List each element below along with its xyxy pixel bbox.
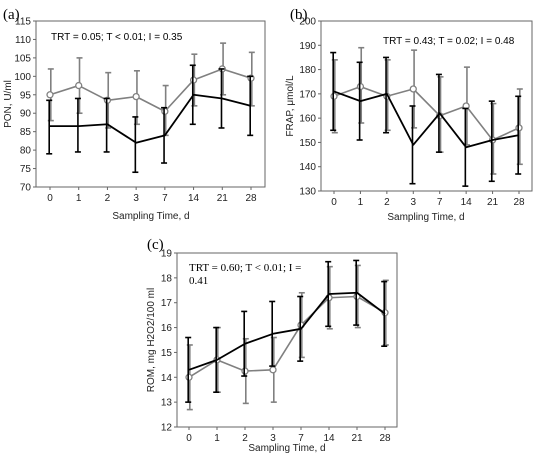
y-tick-label: 70 — [20, 183, 32, 194]
series-2 — [185, 259, 388, 403]
x-axis-label: Sampling Time, d — [112, 211, 189, 222]
data-point — [132, 92, 140, 101]
x-tick-label: 0 — [186, 433, 192, 444]
x-ticks: 0 1 2 3 7 14 21 28 — [47, 187, 257, 204]
x-tick-label: 7 — [437, 197, 443, 208]
series-line — [333, 90, 520, 149]
series-1 — [46, 42, 255, 137]
x-tick-label: 2 — [242, 433, 248, 444]
y-tick-label: 19 — [161, 249, 173, 260]
panel-a: (a) TRT = 0.05; T < 0.01; I = 0.35 PON, … — [3, 7, 266, 222]
y-tick-label: 190 — [299, 41, 316, 52]
y-tick-label: 130 — [299, 187, 316, 198]
data-point — [409, 85, 417, 93]
series-2 — [46, 64, 254, 174]
x-tick-label: 1 — [76, 193, 82, 204]
x-tick-label: 3 — [411, 197, 417, 208]
y-axis-label: PON, U/ml — [3, 80, 14, 128]
y-tick-label: 150 — [299, 138, 316, 149]
x-tick-label: 28 — [245, 193, 257, 204]
y-tick-label: 170 — [299, 89, 316, 100]
x-tick-label: 14 — [323, 433, 335, 444]
y-tick-label: 90 — [20, 109, 32, 120]
y-tick-label: 85 — [20, 127, 32, 138]
x-axis-label: Sampling Time, d — [387, 212, 464, 223]
data-point — [46, 91, 54, 99]
stats-annotation: TRT = 0.43; T = 0.02; I = 0.48 — [383, 36, 515, 47]
y-tick-label: 160 — [299, 114, 316, 125]
x-tick-label: 21 — [487, 197, 499, 208]
x-tick-label: 2 — [105, 193, 111, 204]
y-ticks: 12 13 14 15 16 17 18 19 — [161, 249, 177, 434]
stats-annotation: TRT = 0.05; T < 0.01; I = 0.35 — [51, 32, 183, 43]
plot-frame — [176, 252, 398, 428]
data-series — [185, 259, 389, 411]
x-axis-label: Sampling Time, d — [248, 443, 325, 454]
x-tick-label: 0 — [47, 193, 53, 204]
x-tick-label: 1 — [358, 197, 364, 208]
panel-b: (b) TRT = 0.43; T = 0.02; I = 0.48 FRAP,… — [285, 7, 533, 223]
series-line — [333, 85, 520, 141]
data-series — [46, 42, 255, 174]
y-tick-label: 15 — [161, 348, 173, 359]
panel-letter: (b) — [290, 7, 308, 23]
x-tick-label: 0 — [331, 197, 337, 208]
x-tick-label: 21 — [351, 433, 363, 444]
x-tick-label: 2 — [384, 197, 390, 208]
stats-annotation-cont: 0.41 — [189, 275, 208, 287]
y-ticks: 130 140 150 160 170 180 190 200 — [299, 17, 321, 198]
y-axis-label: FRAP, μmol/L — [285, 75, 296, 137]
y-tick-label: 200 — [299, 17, 316, 28]
data-point — [269, 366, 277, 374]
stats-annotation: TRT = 0.60; T < 0.01; I = — [189, 262, 301, 274]
series-line — [49, 68, 252, 113]
panel-c: (c) TRT = 0.60; T < 0.01; I = 0.41 ROM, … — [146, 237, 398, 454]
x-tick-label: 21 — [217, 193, 229, 204]
y-tick-label: 75 — [20, 164, 32, 175]
y-tick-label: 115 — [15, 17, 31, 28]
y-tick-label: 18 — [161, 273, 173, 284]
y-tick-label: 180 — [299, 65, 316, 76]
x-tick-label: 14 — [461, 197, 473, 208]
y-ticks: 70 75 80 85 90 95 100 105 110 115 — [14, 17, 36, 194]
y-tick-label: 16 — [161, 323, 173, 334]
panel-letter: (a) — [3, 7, 20, 23]
x-ticks: 0 1 2 3 7 14 21 28 — [186, 427, 391, 444]
y-tick-label: 17 — [161, 298, 173, 309]
x-tick-label: 1 — [214, 433, 220, 444]
series-line — [188, 295, 386, 378]
x-tick-label: 7 — [298, 433, 304, 444]
series-line — [188, 291, 386, 371]
x-tick-label: 3 — [133, 193, 139, 204]
y-tick-label: 12 — [161, 423, 173, 434]
x-tick-label: 3 — [270, 433, 276, 444]
y-tick-label: 13 — [161, 398, 173, 409]
x-tick-label: 14 — [188, 193, 200, 204]
x-tick-label: 28 — [513, 197, 525, 208]
y-tick-label: 140 — [299, 162, 316, 173]
y-tick-label: 95 — [20, 90, 32, 101]
x-tick-label: 7 — [162, 193, 168, 204]
series-2 — [330, 51, 522, 187]
data-series — [330, 46, 523, 187]
x-ticks: 0 1 2 3 7 14 21 28 — [331, 191, 525, 208]
y-tick-label: 105 — [14, 53, 31, 64]
y-tick-label: 80 — [20, 146, 32, 157]
y-tick-label: 100 — [14, 72, 31, 83]
y-tick-label: 14 — [161, 373, 173, 384]
y-tick-label: 110 — [15, 35, 31, 46]
plot-frame — [320, 20, 533, 192]
x-tick-label: 28 — [379, 433, 391, 444]
data-point — [75, 81, 83, 90]
series-line — [50, 93, 252, 144]
y-axis-label: ROM, mg H2O2/100 ml — [146, 288, 157, 392]
panel-letter: (c) — [147, 237, 164, 253]
